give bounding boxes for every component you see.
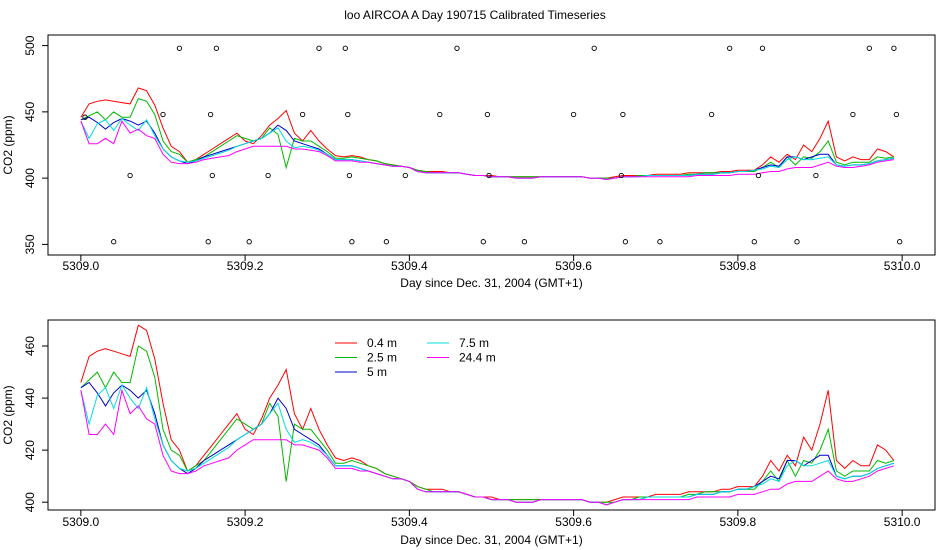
x-axis-label: Day since Dec. 31, 2004 (GMT+1) <box>400 533 582 547</box>
y-tick-label: 400 <box>23 492 37 512</box>
x-tick-label: 5309.8 <box>720 259 757 273</box>
y-axis-label: CO2 (ppm) <box>1 115 15 174</box>
top-panel: 5309.0 5309.2 5309.4 5309.6 5309.8 5310.0 Day … <box>1 34 936 290</box>
legend-label: 24.4 m <box>459 351 496 365</box>
series-line-7-5-m <box>80 383 895 506</box>
sample-point <box>383 239 390 245</box>
y-tick-label: 420 <box>23 440 37 460</box>
sample-point <box>209 172 215 179</box>
sample-point <box>486 172 492 179</box>
bottom-panel: 5309.0 5309.2 5309.4 5309.6 5309.8 5310.0 Day … <box>1 319 936 547</box>
sample-point <box>480 239 486 245</box>
sample-point <box>591 45 597 51</box>
sample-point <box>794 239 800 245</box>
y-axis-label: CO2 (ppm) <box>1 385 15 444</box>
sample-point <box>454 45 460 51</box>
legend-label: 2.5 m <box>367 351 397 365</box>
x-tick-label: 5309.6 <box>555 259 592 273</box>
sample-point <box>346 172 353 179</box>
sample-point <box>246 239 252 245</box>
sample-point <box>299 111 306 118</box>
sample-point <box>891 45 897 51</box>
plot-frame <box>47 319 936 511</box>
sample-point <box>316 45 322 51</box>
legend-label: 0.4 m <box>367 336 397 350</box>
plot-frame <box>47 34 936 256</box>
sample-point <box>484 111 491 118</box>
series-line-0-4-m <box>80 87 895 179</box>
sample-point <box>897 239 903 245</box>
sample-point <box>160 111 166 118</box>
sample-point <box>751 239 757 245</box>
y-tick-label: 500 <box>23 35 37 55</box>
sample-point <box>402 172 408 179</box>
legend-label: 5 m <box>367 365 387 379</box>
sample-point <box>342 45 348 51</box>
y-tick-label: 440 <box>23 388 37 408</box>
series-line-24-4-m <box>80 120 894 181</box>
sample-point <box>759 45 766 51</box>
chart-title: loo AIRCOA A Day 190715 Calibrated Times… <box>344 8 606 22</box>
series-line-5-m <box>80 381 895 506</box>
sample-point <box>176 45 183 51</box>
x-tick-label: 5309.0 <box>63 259 100 273</box>
x-tick-label: 5309.0 <box>63 515 100 529</box>
series-line-0-4-m <box>80 324 895 503</box>
sample-point <box>657 239 663 245</box>
sample-point <box>727 45 733 51</box>
sample-point <box>111 239 117 245</box>
sample-point <box>570 111 577 118</box>
sample-point <box>349 239 355 245</box>
sample-point <box>345 111 351 118</box>
x-tick-label: 5309.4 <box>391 259 428 273</box>
x-tick-label: 5309.2 <box>227 515 264 529</box>
sample-point <box>205 239 211 245</box>
x-tick-label: 5309.4 <box>391 515 428 529</box>
sample-point <box>127 172 133 179</box>
series-line-24-4-m <box>80 388 895 506</box>
x-tick-label: 5310.0 <box>884 259 921 273</box>
sample-point <box>620 111 626 118</box>
sample-point <box>755 172 762 179</box>
sample-point <box>82 114 88 120</box>
series-line-7-5-m <box>80 117 894 181</box>
sample-point <box>213 45 220 51</box>
sample-point <box>622 239 629 245</box>
y-tick-label: 400 <box>23 168 37 188</box>
sample-point <box>893 111 900 118</box>
sample-point <box>265 172 271 179</box>
sample-point <box>850 111 856 118</box>
sample-point <box>708 111 715 118</box>
legend-label: 7.5 m <box>459 336 489 350</box>
sample-point <box>437 111 443 118</box>
sample-point <box>521 239 528 245</box>
x-axis-label: Day since Dec. 31, 2004 (GMT+1) <box>400 276 582 290</box>
series-line-5-m <box>80 116 894 181</box>
sample-point <box>813 172 819 179</box>
x-tick-label: 5310.0 <box>884 515 921 529</box>
y-tick-label: 460 <box>23 336 37 356</box>
x-tick-label: 5309.8 <box>720 515 757 529</box>
sample-point <box>207 111 214 118</box>
y-tick-label: 350 <box>23 234 37 254</box>
x-tick-label: 5309.2 <box>227 259 264 273</box>
sample-point <box>866 45 872 51</box>
x-tick-label: 5309.6 <box>555 515 592 529</box>
y-tick-label: 450 <box>23 102 37 122</box>
sample-point <box>618 172 624 179</box>
